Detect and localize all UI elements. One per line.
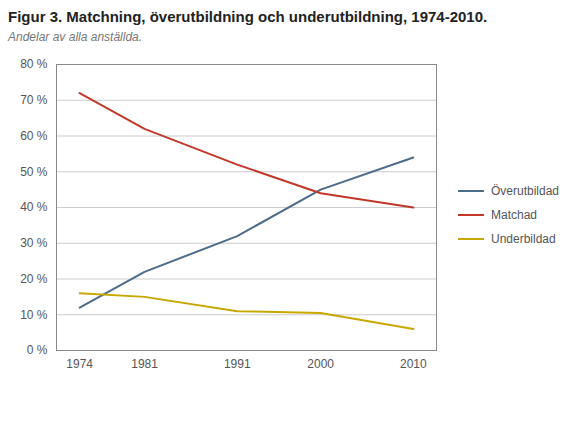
svg-text:80 %: 80 % [20, 57, 48, 71]
svg-text:1974: 1974 [66, 357, 93, 371]
svg-text:2010: 2010 [400, 357, 427, 371]
svg-text:10 %: 10 % [20, 308, 48, 322]
svg-text:2000: 2000 [307, 357, 334, 371]
html-text:Andelar av alla anställda.: Andelar av alla anställda. [8, 30, 143, 44]
svg-text:70 %: 70 % [20, 93, 48, 107]
svg-text:40 %: 40 % [20, 200, 48, 214]
svg-text:60 %: 60 % [20, 129, 48, 143]
html-text:Överutbildad: Överutbildad [491, 184, 559, 198]
html-text:Matchad: Matchad [491, 208, 537, 222]
html-text:Underbildad: Underbildad [491, 232, 556, 246]
html-text:Figur 3. Matchning, överutbild: Figur 3. Matchning, överutbildning och u… [8, 8, 488, 25]
svg-text:1991: 1991 [224, 357, 251, 371]
svg-text:1981: 1981 [131, 357, 158, 371]
svg-text:20 %: 20 % [20, 272, 48, 286]
svg-text:50 %: 50 % [20, 165, 48, 179]
svg-text:0 %: 0 % [27, 343, 48, 357]
svg-text:30 %: 30 % [20, 236, 48, 250]
